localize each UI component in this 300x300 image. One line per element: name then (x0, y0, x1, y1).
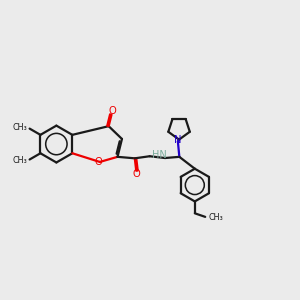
Text: N: N (174, 136, 182, 146)
Text: CH₃: CH₃ (13, 156, 27, 165)
Text: O: O (109, 106, 116, 116)
Text: O: O (132, 169, 140, 179)
Text: CH₃: CH₃ (209, 213, 224, 222)
Text: O: O (94, 157, 102, 167)
Text: CH₃: CH₃ (13, 123, 27, 132)
Text: HN: HN (152, 150, 167, 160)
